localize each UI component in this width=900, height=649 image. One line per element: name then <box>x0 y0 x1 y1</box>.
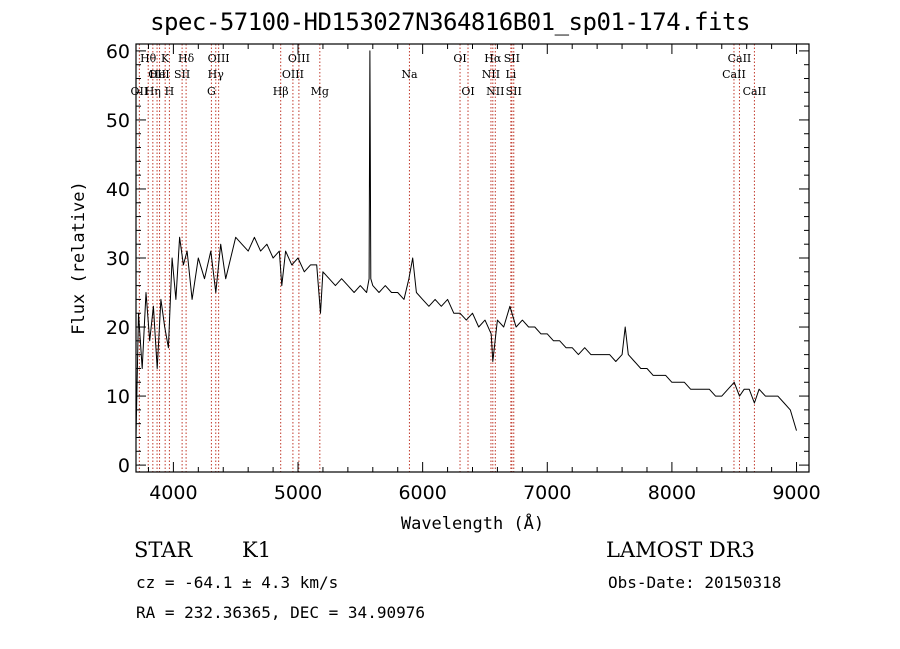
spectral-line-label: SII <box>504 52 520 65</box>
spectral-subclass: K1 <box>242 538 272 562</box>
spectral-line-label: OIII <box>282 68 304 81</box>
y-tick-label: 50 <box>106 110 130 132</box>
spectral-line-label: Hβ <box>273 85 289 98</box>
x-axis-title: Wavelength (Å) <box>401 512 544 534</box>
y-tick-label: 0 <box>118 455 130 477</box>
spectral-line-label: OII <box>148 68 166 81</box>
y-tick-label: 60 <box>106 41 130 63</box>
spectral-line-label: OI <box>453 52 466 65</box>
x-tick-label: 4000 <box>149 482 197 504</box>
spectral-line-label: SII <box>174 68 190 81</box>
observation-date: Obs-Date: 20150318 <box>608 573 782 592</box>
redshift-velocity: cz = -64.1 ± 4.3 km/s <box>136 573 339 592</box>
spectral-line-label: CaII <box>743 85 767 98</box>
spectral-line-label: NII <box>486 85 504 98</box>
spectral-line-label: Hγ <box>208 68 225 81</box>
x-tick-label: 7000 <box>523 482 571 504</box>
y-tick-label: 30 <box>106 248 130 270</box>
spectral-line-label: OIII <box>208 52 230 65</box>
y-tick-label: 40 <box>106 179 130 201</box>
spectral-line-label: Hη <box>145 85 161 98</box>
spectral-line-label: Mg <box>311 85 329 98</box>
spectral-line-label: Hδ <box>178 52 195 65</box>
spectral-line-label: Hθ <box>140 52 157 65</box>
y-axis-ticks: 0 10 20 30 40 50 60 <box>106 41 809 477</box>
spectral-line-label: OI <box>461 85 474 98</box>
y-tick-label: 10 <box>106 386 130 408</box>
spectral-line-label: Hα <box>484 52 502 65</box>
spectral-line-label: Na <box>401 68 418 81</box>
x-axis-ticks: 4000 5000 6000 7000 8000 9000 <box>147 44 821 504</box>
plot-title: spec-57100-HD153027N364816B01_sp01-174.f… <box>150 8 750 36</box>
spectral-line-label: OII <box>131 85 149 98</box>
spectral-line-label: G <box>207 85 216 98</box>
spectral-line-label: H <box>165 85 175 98</box>
x-tick-label: 9000 <box>772 482 820 504</box>
y-tick-label: 20 <box>106 317 130 339</box>
spectral-line-markers <box>138 44 755 472</box>
spectral-line-label: K <box>161 52 170 65</box>
survey-name: LAMOST DR3 <box>606 538 755 562</box>
spectral-line-labels: OIIHθHηOIIHeIKHSIIHδGHγOIIIHβOIIIOIIIMgN… <box>131 52 767 98</box>
object-class: STAR <box>134 538 193 562</box>
spectral-line-label: HeI <box>149 68 169 81</box>
spectral-line-label: SII <box>506 85 522 98</box>
spectral-line-label: CaII <box>722 68 746 81</box>
spectral-line-label: Li <box>505 68 516 81</box>
spectral-line-label: NII <box>482 68 500 81</box>
plot-frame <box>135 43 810 473</box>
coordinates: RA = 232.36365, DEC = 34.90976 <box>136 603 425 622</box>
x-tick-label: 8000 <box>648 482 696 504</box>
spectral-line-label: OIII <box>288 52 310 65</box>
x-tick-label: 6000 <box>398 482 446 504</box>
x-tick-label: 5000 <box>274 482 322 504</box>
spectrum-line <box>135 50 797 438</box>
y-axis-title: Flux (relative) <box>69 181 89 335</box>
spectral-line-label: CaII <box>728 52 752 65</box>
